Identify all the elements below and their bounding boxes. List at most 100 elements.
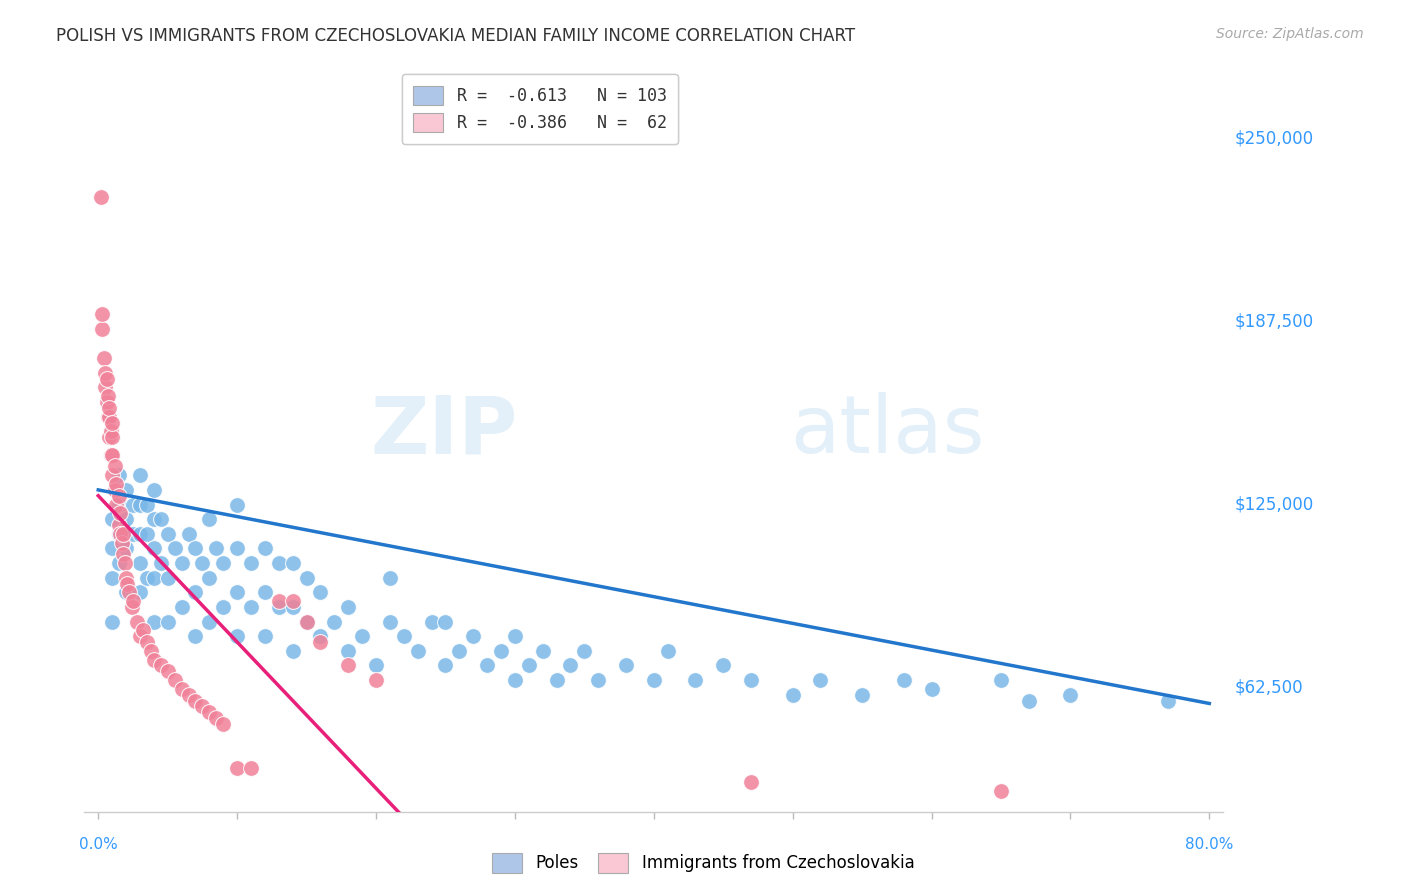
Point	[990, 673, 1012, 687]
Point	[281, 644, 304, 658]
Point	[1156, 693, 1178, 707]
Point	[463, 629, 485, 643]
Point	[135, 571, 157, 585]
Point	[309, 585, 332, 599]
Point	[323, 615, 346, 629]
Point	[98, 401, 121, 415]
Text: ZIP: ZIP	[370, 392, 517, 470]
Point	[782, 688, 804, 702]
Point	[121, 599, 143, 614]
Point	[142, 652, 165, 666]
Point	[352, 629, 374, 643]
Point	[100, 425, 122, 439]
Point	[226, 541, 249, 556]
Point	[364, 673, 387, 687]
Point	[226, 585, 249, 599]
Point	[129, 526, 152, 541]
Point	[142, 483, 165, 497]
Point	[142, 512, 165, 526]
Point	[142, 541, 165, 556]
Text: Source: ZipAtlas.com: Source: ZipAtlas.com	[1216, 27, 1364, 41]
Text: POLISH VS IMMIGRANTS FROM CZECHOSLOVAKIA MEDIAN FAMILY INCOME CORRELATION CHART: POLISH VS IMMIGRANTS FROM CZECHOSLOVAKIA…	[56, 27, 855, 45]
Point	[990, 784, 1012, 798]
Point	[131, 624, 153, 638]
Point	[267, 599, 290, 614]
Text: atlas: atlas	[790, 392, 984, 470]
Point	[149, 556, 172, 570]
Point	[406, 644, 429, 658]
Point	[337, 644, 360, 658]
Point	[253, 585, 276, 599]
Point	[1018, 693, 1040, 707]
Point	[295, 615, 318, 629]
Point	[614, 658, 637, 673]
Point	[295, 615, 318, 629]
Point	[191, 556, 214, 570]
Point	[198, 615, 221, 629]
Point	[156, 615, 179, 629]
Point	[489, 644, 512, 658]
Point	[560, 658, 582, 673]
Point	[434, 658, 457, 673]
Text: $62,500: $62,500	[1234, 679, 1303, 697]
Point	[1059, 688, 1081, 702]
Point	[177, 526, 200, 541]
Point	[893, 673, 915, 687]
Point	[170, 599, 193, 614]
Point	[226, 761, 249, 775]
Point	[101, 416, 124, 430]
Point	[98, 409, 121, 424]
Point	[135, 526, 157, 541]
Point	[122, 594, 145, 608]
Point	[643, 673, 665, 687]
Point	[364, 658, 387, 673]
Point	[122, 498, 145, 512]
Point	[122, 526, 145, 541]
Point	[118, 585, 141, 599]
Point	[91, 322, 114, 336]
Point	[531, 644, 554, 658]
Point	[101, 512, 124, 526]
Point	[170, 681, 193, 696]
Point	[184, 585, 207, 599]
Point	[108, 489, 131, 503]
Point	[309, 635, 332, 649]
Point	[226, 498, 249, 512]
Point	[142, 571, 165, 585]
Point	[378, 571, 401, 585]
Point	[198, 705, 221, 719]
Point	[98, 430, 121, 444]
Point	[740, 775, 762, 789]
Text: $125,000: $125,000	[1234, 496, 1313, 514]
Point	[378, 615, 401, 629]
Point	[740, 673, 762, 687]
Point	[108, 498, 131, 512]
Point	[156, 665, 179, 679]
Point	[101, 615, 124, 629]
Point	[281, 594, 304, 608]
Point	[205, 711, 228, 725]
Point	[112, 547, 135, 561]
Point	[851, 688, 873, 702]
Point	[101, 430, 124, 444]
Point	[101, 541, 124, 556]
Point	[117, 576, 139, 591]
Point	[337, 658, 360, 673]
Point	[810, 673, 832, 687]
Point	[392, 629, 415, 643]
Point	[281, 599, 304, 614]
Point	[449, 644, 471, 658]
Point	[184, 541, 207, 556]
Point	[170, 556, 193, 570]
Text: 0.0%: 0.0%	[79, 838, 118, 853]
Point	[574, 644, 596, 658]
Point	[108, 526, 131, 541]
Point	[129, 468, 152, 483]
Point	[115, 483, 138, 497]
Point	[309, 629, 332, 643]
Point	[921, 681, 943, 696]
Point	[101, 448, 124, 462]
Point	[93, 351, 115, 366]
Point	[135, 498, 157, 512]
Point	[503, 673, 526, 687]
